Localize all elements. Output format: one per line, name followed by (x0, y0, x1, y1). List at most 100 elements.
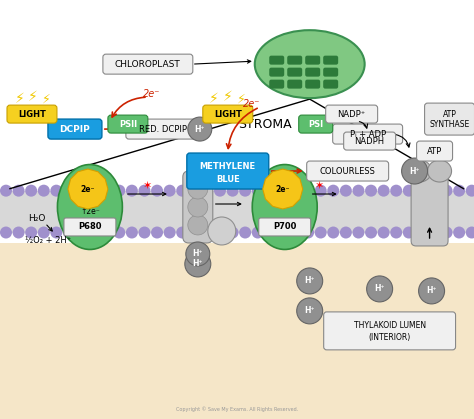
Circle shape (290, 227, 301, 238)
Circle shape (164, 185, 176, 197)
Ellipse shape (428, 160, 452, 182)
Circle shape (401, 158, 428, 184)
Text: H⁺: H⁺ (194, 124, 205, 134)
Circle shape (151, 185, 163, 197)
Text: ½O₂ + 2H⁺: ½O₂ + 2H⁺ (25, 236, 71, 246)
Circle shape (100, 227, 113, 238)
Text: NADPH: NADPH (355, 137, 385, 145)
Text: ⚡: ⚡ (209, 92, 219, 106)
Circle shape (415, 185, 428, 197)
Circle shape (378, 185, 390, 197)
Circle shape (353, 185, 365, 197)
Circle shape (415, 227, 428, 238)
Circle shape (201, 227, 213, 238)
Text: COLOURLESS: COLOURLESS (320, 166, 375, 176)
Circle shape (0, 185, 12, 197)
Circle shape (290, 185, 301, 197)
FancyBboxPatch shape (323, 56, 338, 65)
Circle shape (453, 185, 465, 197)
Circle shape (227, 185, 238, 197)
Circle shape (297, 268, 323, 294)
Circle shape (403, 227, 415, 238)
FancyBboxPatch shape (287, 56, 302, 65)
FancyBboxPatch shape (417, 141, 453, 161)
Circle shape (365, 227, 377, 238)
Text: P700: P700 (273, 222, 296, 231)
Circle shape (428, 227, 440, 238)
Circle shape (75, 185, 88, 197)
Circle shape (189, 227, 201, 238)
FancyBboxPatch shape (326, 105, 378, 123)
FancyBboxPatch shape (411, 172, 448, 246)
Circle shape (201, 185, 213, 197)
Text: Pᵢ + ADP: Pᵢ + ADP (350, 129, 386, 139)
Circle shape (208, 217, 236, 245)
FancyBboxPatch shape (333, 124, 402, 144)
FancyBboxPatch shape (108, 115, 148, 133)
FancyBboxPatch shape (48, 119, 102, 139)
Text: P680: P680 (78, 222, 101, 231)
FancyBboxPatch shape (103, 54, 193, 74)
Text: H⁺: H⁺ (426, 287, 437, 295)
FancyBboxPatch shape (269, 56, 284, 65)
Circle shape (466, 227, 474, 238)
Text: 2e⁻: 2e⁻ (275, 184, 290, 194)
Text: LIGHT: LIGHT (214, 110, 242, 119)
Circle shape (188, 215, 208, 235)
Circle shape (113, 227, 125, 238)
FancyBboxPatch shape (305, 67, 320, 77)
Circle shape (176, 227, 188, 238)
Circle shape (302, 227, 314, 238)
FancyBboxPatch shape (344, 132, 396, 150)
Text: ✶: ✶ (315, 181, 324, 191)
Circle shape (264, 227, 276, 238)
FancyBboxPatch shape (183, 171, 213, 243)
Circle shape (126, 185, 138, 197)
Circle shape (126, 227, 138, 238)
Text: H⁺: H⁺ (304, 306, 315, 316)
Text: ATP: ATP (443, 110, 456, 119)
Circle shape (340, 227, 352, 238)
Text: SYNTHASE: SYNTHASE (429, 119, 470, 129)
Circle shape (38, 185, 50, 197)
FancyBboxPatch shape (305, 56, 320, 65)
Ellipse shape (252, 165, 317, 249)
Text: NADP⁺: NADP⁺ (337, 110, 366, 119)
Circle shape (440, 227, 453, 238)
Text: Copyright © Save My Exams. All Rights Reserved.: Copyright © Save My Exams. All Rights Re… (176, 406, 298, 411)
Circle shape (453, 227, 465, 238)
Circle shape (302, 185, 314, 197)
Circle shape (315, 227, 327, 238)
Circle shape (188, 117, 212, 141)
Circle shape (63, 227, 75, 238)
Polygon shape (0, 0, 474, 243)
Text: RED. DCPIP: RED. DCPIP (139, 124, 187, 134)
Circle shape (38, 227, 50, 238)
Text: 2e⁻: 2e⁻ (143, 89, 161, 99)
Circle shape (113, 185, 125, 197)
Circle shape (50, 185, 63, 197)
Text: ⚡: ⚡ (42, 93, 50, 106)
Circle shape (151, 227, 163, 238)
Text: 2e⁻: 2e⁻ (243, 99, 260, 109)
Text: H⁺: H⁺ (192, 249, 203, 259)
FancyBboxPatch shape (64, 218, 116, 236)
Text: (INTERIOR): (INTERIOR) (368, 334, 411, 342)
Circle shape (403, 185, 415, 197)
Text: CHLOROPLAST: CHLOROPLAST (115, 59, 181, 69)
Circle shape (252, 185, 264, 197)
Polygon shape (0, 191, 474, 233)
FancyBboxPatch shape (287, 67, 302, 77)
Circle shape (185, 251, 211, 277)
Ellipse shape (57, 165, 122, 249)
FancyBboxPatch shape (287, 80, 302, 88)
FancyBboxPatch shape (126, 119, 200, 139)
Circle shape (25, 185, 37, 197)
Text: H⁺: H⁺ (410, 166, 420, 176)
Text: DCPIP: DCPIP (60, 124, 91, 134)
Circle shape (466, 185, 474, 197)
FancyBboxPatch shape (324, 312, 456, 350)
FancyBboxPatch shape (307, 161, 389, 181)
Text: LIGHT: LIGHT (18, 110, 46, 119)
Text: PSI: PSI (308, 119, 323, 129)
